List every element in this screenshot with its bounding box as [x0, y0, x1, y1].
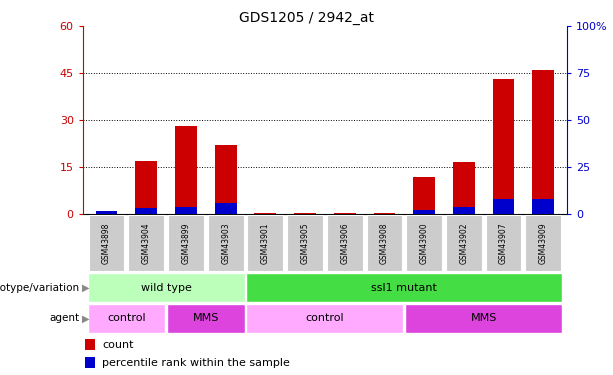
- Bar: [175, 207, 197, 214]
- Text: genotype/variation: genotype/variation: [0, 283, 80, 292]
- Bar: [493, 199, 514, 214]
- Text: GSM43909: GSM43909: [539, 222, 547, 264]
- FancyBboxPatch shape: [88, 273, 245, 302]
- FancyBboxPatch shape: [167, 304, 245, 333]
- FancyBboxPatch shape: [248, 215, 283, 271]
- Text: control: control: [107, 314, 146, 323]
- Text: agent: agent: [50, 314, 80, 323]
- FancyBboxPatch shape: [405, 304, 562, 333]
- Text: wild type: wild type: [140, 283, 191, 292]
- Text: GSM43902: GSM43902: [459, 222, 468, 264]
- Text: control: control: [305, 314, 345, 323]
- Text: GSM43900: GSM43900: [420, 222, 428, 264]
- Text: GSM43899: GSM43899: [181, 222, 191, 264]
- Bar: [215, 203, 237, 214]
- FancyBboxPatch shape: [525, 215, 561, 271]
- Text: count: count: [102, 340, 134, 350]
- Text: GSM43901: GSM43901: [261, 222, 270, 264]
- Text: MMS: MMS: [471, 314, 497, 323]
- Bar: [135, 161, 157, 214]
- Bar: [532, 199, 554, 214]
- Bar: [493, 80, 514, 214]
- FancyBboxPatch shape: [327, 215, 363, 271]
- Text: GDS1205 / 2942_at: GDS1205 / 2942_at: [239, 11, 374, 25]
- FancyBboxPatch shape: [367, 215, 402, 271]
- Text: GSM43905: GSM43905: [300, 222, 310, 264]
- Bar: [453, 162, 474, 214]
- FancyBboxPatch shape: [168, 215, 204, 271]
- Bar: [334, 213, 356, 214]
- Text: GSM43908: GSM43908: [380, 222, 389, 264]
- FancyBboxPatch shape: [88, 304, 166, 333]
- FancyBboxPatch shape: [446, 215, 482, 271]
- Text: percentile rank within the sample: percentile rank within the sample: [102, 358, 290, 368]
- FancyBboxPatch shape: [128, 215, 164, 271]
- Bar: [175, 126, 197, 214]
- Bar: [413, 177, 435, 214]
- Bar: [85, 339, 95, 350]
- Bar: [96, 211, 118, 214]
- Text: ssl1 mutant: ssl1 mutant: [371, 283, 437, 292]
- FancyBboxPatch shape: [246, 304, 403, 333]
- Text: MMS: MMS: [192, 314, 219, 323]
- FancyBboxPatch shape: [246, 273, 562, 302]
- FancyBboxPatch shape: [287, 215, 323, 271]
- Bar: [373, 213, 395, 214]
- FancyBboxPatch shape: [208, 215, 243, 271]
- Text: GSM43903: GSM43903: [221, 222, 230, 264]
- FancyBboxPatch shape: [406, 215, 442, 271]
- Bar: [85, 357, 95, 368]
- Bar: [294, 213, 316, 214]
- Bar: [135, 209, 157, 214]
- Bar: [532, 70, 554, 214]
- Bar: [96, 211, 118, 214]
- Bar: [413, 210, 435, 214]
- FancyBboxPatch shape: [89, 215, 124, 271]
- FancyBboxPatch shape: [485, 215, 522, 271]
- Text: ▶: ▶: [82, 314, 89, 323]
- Text: GSM43907: GSM43907: [499, 222, 508, 264]
- Text: ▶: ▶: [82, 283, 89, 292]
- Text: GSM43898: GSM43898: [102, 222, 111, 264]
- Bar: [254, 213, 276, 214]
- Text: GSM43904: GSM43904: [142, 222, 151, 264]
- Text: GSM43906: GSM43906: [340, 222, 349, 264]
- Bar: [453, 207, 474, 214]
- Bar: [215, 145, 237, 214]
